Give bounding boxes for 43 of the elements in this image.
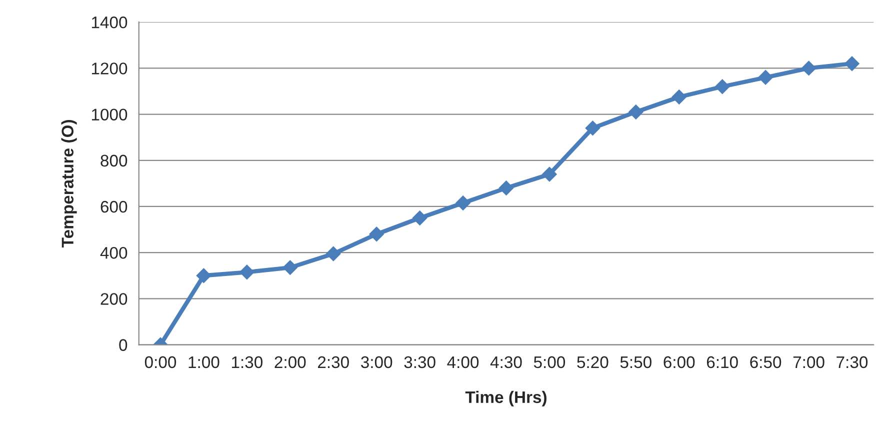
x-tick-label: 2:00 [274,356,306,368]
x-tick-label: 6:00 [664,356,695,368]
x-tick-label: 1:00 [188,356,220,368]
x-tick-label: 4:00 [447,356,479,368]
point [456,196,470,210]
y-tick-label: 1400 [92,16,128,28]
point [542,166,557,182]
point [844,56,860,71]
x-tick-label: 6:10 [706,356,738,368]
point [240,264,254,280]
point [672,90,687,104]
y-tick-label: 1000 [92,108,128,120]
point [412,210,428,226]
point [369,226,384,242]
x-tick-label: 5:00 [534,356,566,368]
x-tick-label: 3:30 [404,356,436,368]
point [801,60,816,76]
y-axis-title: Temperature (O) [61,120,77,248]
x-tick-label: 4:30 [490,356,522,368]
x-tick-label: 1:30 [232,356,262,368]
x-tick-label: 7:00 [793,356,824,368]
point [196,268,212,284]
y-tick-label: 600 [100,200,128,213]
x-tick-label: 6:50 [750,356,782,368]
x-axis-title: Time (Hrs) [465,390,546,406]
point [282,260,298,275]
point [758,70,773,85]
point [628,104,644,120]
point [714,79,730,94]
y-tick-label: 200 [100,293,128,305]
y-tick-label: 1200 [92,62,128,74]
point [326,246,341,262]
x-tick-label: 7:30 [836,356,868,368]
y-tick-label: 0 [119,339,128,351]
x-tick-label: 2:30 [318,356,349,368]
x-tick-label: 0:00 [144,356,176,368]
y-tick-label: 800 [100,154,128,167]
x-tick-label: 3:00 [361,356,392,368]
x-tick-label: 5:20 [577,356,608,368]
x-tick-label: 5:50 [620,356,652,368]
point [498,180,514,196]
point [585,120,600,136]
y-tick-label: 400 [100,246,128,259]
